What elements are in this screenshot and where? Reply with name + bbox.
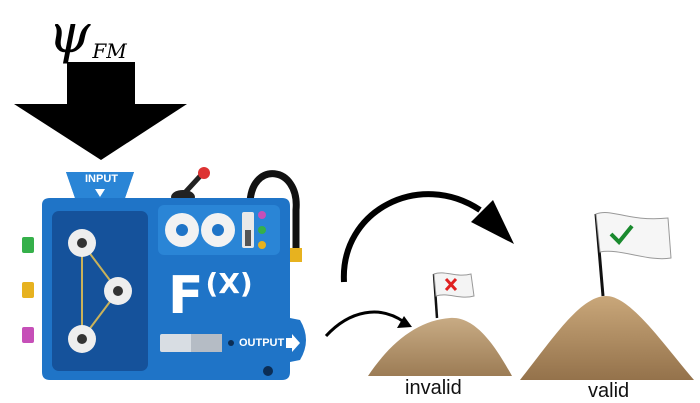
valid-label: valid <box>588 380 630 402</box>
output-label: OUTPUT <box>239 337 285 349</box>
valid-dirt-pile <box>520 296 694 380</box>
output-led <box>228 340 234 346</box>
output-arrow <box>286 334 300 352</box>
screw <box>263 366 273 376</box>
x-mark-icon <box>444 277 458 292</box>
arrow-to-valid <box>340 191 482 283</box>
input-tab <box>66 172 134 198</box>
input-label: INPUT <box>85 173 118 185</box>
hose-connector <box>290 248 302 262</box>
input-down-arrow <box>95 189 105 197</box>
pulley-top <box>68 229 96 257</box>
invalid-label: invalid <box>405 377 462 399</box>
green-plug <box>22 237 34 253</box>
arrow-to-invalid <box>324 310 405 338</box>
lever-knob <box>198 167 210 179</box>
function-x: (X) <box>205 267 253 300</box>
dial-right <box>201 213 235 247</box>
function-label: F(X) <box>168 266 253 326</box>
yellow-light <box>258 241 266 249</box>
magenta-plug <box>22 327 34 343</box>
magenta-light <box>258 211 266 219</box>
pulley-panel <box>52 211 148 371</box>
pulley-bottom <box>68 325 96 353</box>
valid-flag <box>595 212 672 260</box>
psi-subscript: FM <box>92 39 127 63</box>
yellow-plug <box>22 282 34 298</box>
pulley-mid <box>104 277 132 305</box>
function-f: F <box>168 266 204 326</box>
green-light <box>258 226 266 234</box>
psi-fm-label: ψ FM <box>48 2 127 65</box>
psi-symbol: ψ <box>48 2 91 65</box>
machine-hose <box>246 170 300 250</box>
check-mark-icon <box>609 224 634 245</box>
dial-left <box>165 213 199 247</box>
input-arrow <box>14 62 187 160</box>
invalid-dirt-pile <box>368 317 512 376</box>
invalid-flag <box>433 272 475 298</box>
